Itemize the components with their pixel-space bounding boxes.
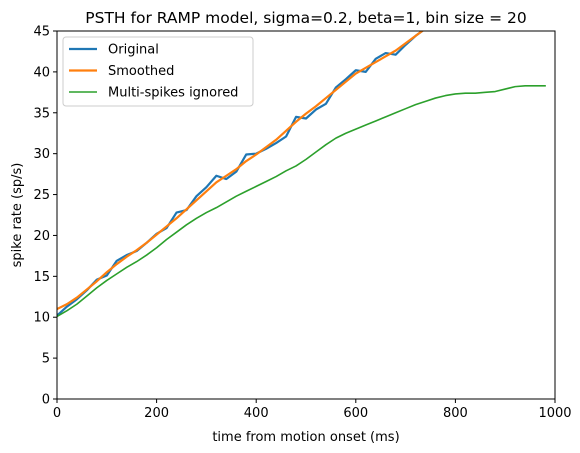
y-tick-label: 20 — [33, 229, 50, 244]
series-line-smoothed — [57, 31, 425, 311]
x-tick-label: 200 — [144, 406, 169, 421]
legend-label: Smoothed — [108, 64, 174, 79]
legend-label: Multi-spikes ignored — [108, 86, 238, 101]
y-axis-label: spike rate (sp/s) — [10, 163, 25, 268]
x-axis: 0 200 400 600 800 1000 — [53, 399, 572, 421]
y-tick-label: 40 — [33, 65, 50, 80]
y-tick-label: 25 — [33, 188, 50, 203]
y-axis: 0 5 10 15 20 25 30 35 40 45 — [33, 25, 57, 408]
x-tick-label: 800 — [443, 406, 468, 421]
y-tick-label: 5 — [42, 352, 50, 367]
x-axis-label: time from motion onset (ms) — [212, 430, 399, 445]
series-layer — [57, 31, 546, 318]
y-tick-label: 30 — [33, 147, 50, 162]
y-tick-label: 10 — [33, 311, 50, 326]
x-tick-label: 400 — [244, 406, 269, 421]
x-tick-label: 600 — [343, 406, 368, 421]
legend-box — [62, 36, 254, 107]
plot-frame — [56, 30, 556, 400]
y-tick-label: 15 — [33, 270, 50, 285]
y-tick-label: 0 — [42, 393, 50, 408]
x-tick-label: 1000 — [538, 406, 571, 421]
legend-label: Original — [108, 43, 159, 58]
series-line-original — [57, 31, 425, 318]
series-line-multi-spikes-ignored — [57, 84, 546, 318]
legend: Original Smoothed Multi-spikes ignored — [62, 36, 254, 107]
x-tick-label: 0 — [53, 406, 61, 421]
y-tick-label: 45 — [33, 25, 50, 40]
y-tick-label: 35 — [33, 106, 50, 121]
chart-title: PSTH for RAMP model, sigma=0.2, beta=1, … — [85, 9, 526, 27]
